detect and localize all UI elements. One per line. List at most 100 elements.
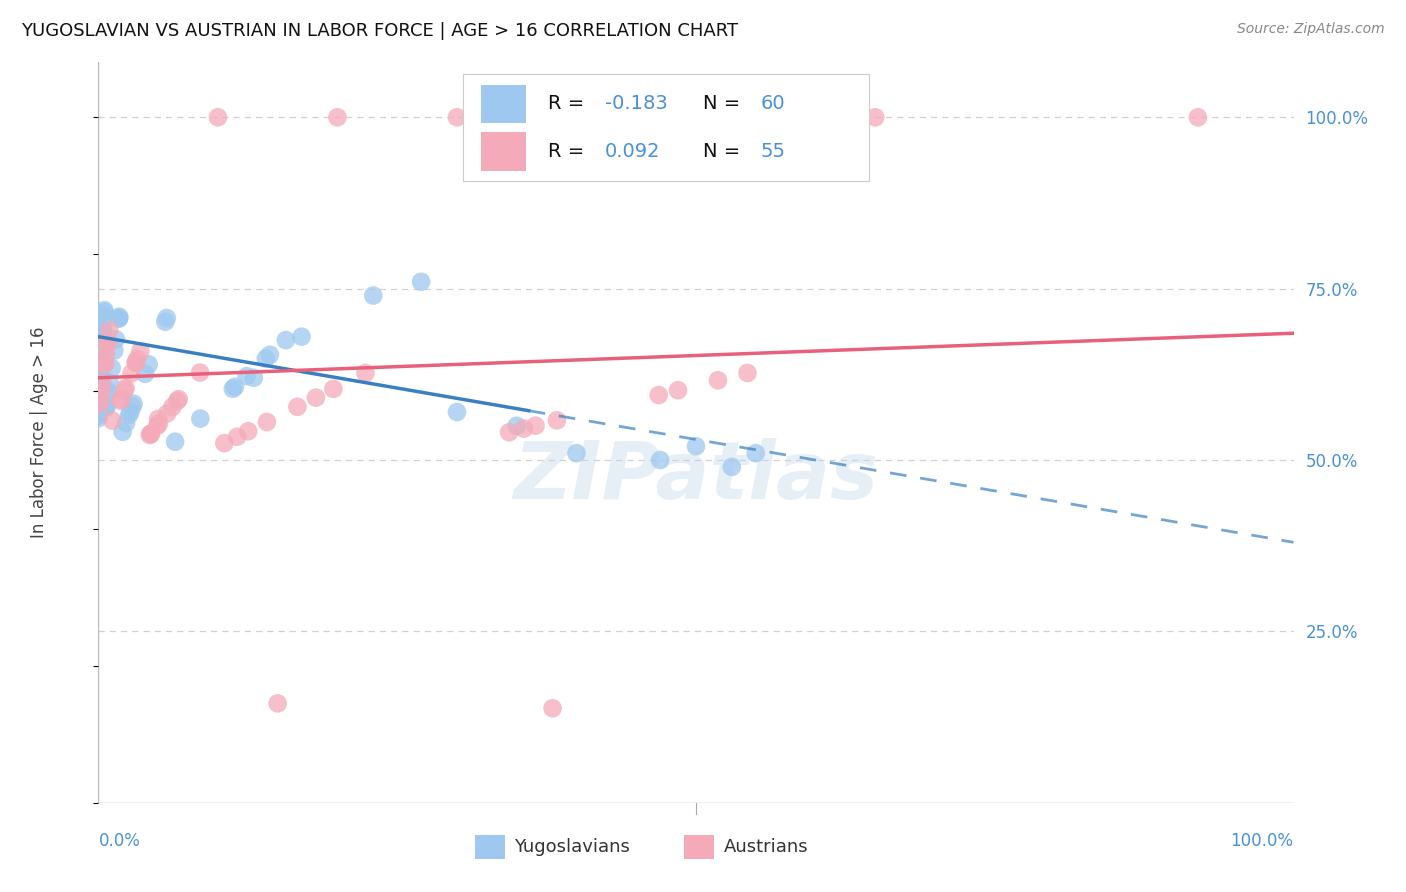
Point xyxy=(214,436,236,450)
Point xyxy=(108,311,131,326)
Point xyxy=(254,351,277,366)
Point xyxy=(446,405,468,419)
Point xyxy=(89,397,111,411)
Point xyxy=(98,376,121,390)
FancyBboxPatch shape xyxy=(463,73,869,181)
Point xyxy=(235,369,257,384)
Point xyxy=(707,373,730,387)
Point xyxy=(267,697,290,711)
Point xyxy=(91,376,114,390)
Point xyxy=(111,425,134,439)
Point xyxy=(411,275,433,289)
Point xyxy=(188,366,211,380)
Point xyxy=(98,323,121,337)
Point xyxy=(134,367,156,381)
Point xyxy=(89,392,111,407)
Point xyxy=(115,416,138,430)
Point xyxy=(90,350,112,364)
Point xyxy=(243,371,266,385)
Point xyxy=(565,446,588,460)
Point xyxy=(647,388,669,402)
Point xyxy=(97,334,120,349)
Point xyxy=(156,311,179,326)
Point xyxy=(103,343,125,358)
Point xyxy=(90,354,112,368)
Point xyxy=(87,407,110,421)
Point xyxy=(139,428,162,442)
Point xyxy=(97,384,120,399)
Point xyxy=(1187,110,1209,124)
Point xyxy=(90,368,112,383)
Point xyxy=(87,409,110,423)
Point xyxy=(256,415,278,429)
Text: ZIPatlas: ZIPatlas xyxy=(513,438,879,516)
Point xyxy=(322,382,344,396)
Point xyxy=(118,408,141,422)
Bar xyxy=(685,836,714,859)
Point xyxy=(165,434,187,449)
Text: N =: N = xyxy=(703,95,747,113)
Point xyxy=(122,396,145,410)
Point xyxy=(93,303,115,318)
Point xyxy=(94,357,117,371)
Point xyxy=(89,379,111,393)
Point xyxy=(498,425,520,440)
Point xyxy=(91,327,114,342)
Point xyxy=(97,385,120,400)
Point xyxy=(91,323,114,337)
Point xyxy=(721,459,744,474)
Point xyxy=(100,361,122,376)
Point xyxy=(125,355,148,369)
Point xyxy=(155,315,177,329)
Text: 60: 60 xyxy=(761,95,785,113)
Text: Austrians: Austrians xyxy=(724,838,808,856)
Point xyxy=(138,358,160,372)
Point xyxy=(274,333,297,347)
Point xyxy=(94,401,117,415)
Text: N =: N = xyxy=(703,142,747,161)
Point xyxy=(780,110,803,124)
Text: R =: R = xyxy=(548,142,591,161)
Point xyxy=(146,419,169,434)
Point xyxy=(129,344,152,359)
Point xyxy=(148,417,170,431)
Point xyxy=(506,418,529,433)
Bar xyxy=(481,85,526,123)
Point xyxy=(91,330,114,344)
Point xyxy=(541,701,564,715)
Text: In Labor Force | Age > 16: In Labor Force | Age > 16 xyxy=(30,326,48,539)
Point xyxy=(354,366,377,380)
Point xyxy=(108,310,131,324)
Point xyxy=(90,370,112,384)
Point xyxy=(745,446,768,460)
Point xyxy=(91,338,114,352)
Point xyxy=(291,329,314,343)
Point xyxy=(101,414,124,428)
Point xyxy=(121,367,143,381)
Point xyxy=(207,110,229,124)
Point xyxy=(93,310,115,324)
Point xyxy=(87,411,110,425)
Point xyxy=(524,418,547,433)
Point xyxy=(120,405,142,419)
Point xyxy=(259,348,281,362)
Point xyxy=(238,424,260,438)
Point xyxy=(188,411,211,425)
Point xyxy=(685,110,707,124)
Point xyxy=(93,321,115,335)
Point xyxy=(94,356,117,370)
Text: 0.092: 0.092 xyxy=(605,142,661,161)
Text: YUGOSLAVIAN VS AUSTRIAN IN LABOR FORCE | AGE > 16 CORRELATION CHART: YUGOSLAVIAN VS AUSTRIAN IN LABOR FORCE |… xyxy=(21,22,738,40)
Text: Source: ZipAtlas.com: Source: ZipAtlas.com xyxy=(1237,22,1385,37)
Text: 0.0%: 0.0% xyxy=(98,832,141,850)
Point xyxy=(162,400,184,414)
Point xyxy=(124,356,146,370)
Point xyxy=(156,406,179,420)
Point xyxy=(139,426,162,441)
Point xyxy=(96,338,118,352)
Point xyxy=(737,366,759,380)
Text: 55: 55 xyxy=(761,142,786,161)
Point xyxy=(110,393,132,408)
Point xyxy=(226,430,249,444)
Point xyxy=(224,380,246,394)
